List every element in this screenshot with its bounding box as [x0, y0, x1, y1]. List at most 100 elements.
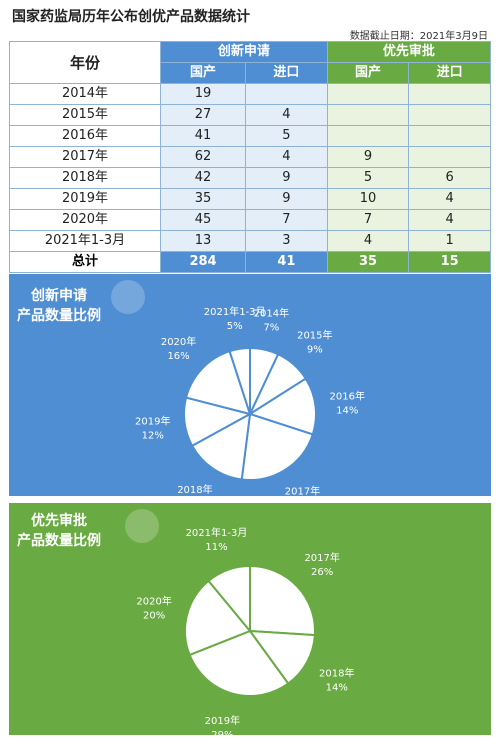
pie-category-label: 2018年: [319, 667, 354, 680]
innovation-pie-chart: 2014年7%2015年9%2016年14%2017年22%2018年15%20…: [135, 305, 365, 496]
cell-innovation-domestic: 41: [159, 125, 247, 147]
pie-category-label: 2020年: [161, 335, 196, 348]
table-row: 2015年 27 4: [9, 104, 491, 126]
row-year: 2020年: [9, 209, 161, 231]
pie-category-label: 2017年: [304, 551, 339, 564]
pie-percent-label: 16%: [167, 351, 189, 362]
pie-percent-label: 11%: [205, 542, 227, 553]
priority-chart-title: 优先审批 产品数量比例: [17, 513, 101, 549]
cell-innovation-domestic: 62: [159, 146, 247, 168]
cell-innovation-domestic: 27: [159, 104, 247, 126]
pie-percent-label: 29%: [211, 730, 233, 735]
header-innovation-import: 进口: [245, 62, 328, 84]
cell-innovation-import: 5: [245, 125, 328, 147]
header-priority: 优先审批: [326, 41, 492, 63]
pie-category-label: 2014年: [254, 306, 289, 319]
header-year: 年份: [9, 41, 161, 84]
pie-category-label: 2021年1-3月: [186, 526, 248, 539]
table-row: 2017年 62 4 9: [9, 146, 491, 168]
table-row: 2021年1-3月 13 3 4 1: [9, 230, 491, 252]
header-priority-domestic: 国产: [326, 62, 410, 84]
pie-slice: [249, 564, 316, 637]
table-row: 2019年 35 9 10 4: [9, 188, 491, 210]
cell-priority-import: [408, 125, 491, 147]
pie-category-label: 2015年: [297, 328, 332, 341]
total-innovation-import: 41: [245, 251, 328, 273]
pie-slice: [190, 412, 252, 481]
pie-slice: [184, 579, 252, 657]
table-row: 2014年 19: [9, 83, 491, 105]
total-priority-domestic: 35: [326, 251, 410, 273]
table-row: 2018年 42 9 5 6: [9, 167, 491, 189]
pie-percent-label: 7%: [263, 322, 279, 333]
cell-priority-import: [408, 104, 491, 126]
pie-category-label: 2020年: [136, 594, 171, 607]
total-priority-import: 15: [408, 251, 491, 273]
row-year: 2015年: [9, 104, 161, 126]
pie-category-label: 2019年: [135, 414, 170, 427]
cell-innovation-domestic: 13: [159, 230, 247, 252]
cell-priority-import: 6: [408, 167, 491, 189]
row-year: 2019年: [9, 188, 161, 210]
innovation-chart-panel: 创新申请 产品数量比例 2014年 7% 2015年 9% 2016年 14% 2017年 2…: [9, 274, 491, 496]
table-row: 2016年 41 5: [9, 125, 491, 147]
cell-innovation-import: 3: [245, 230, 328, 252]
cell-priority-domestic: 5: [326, 167, 410, 189]
pie-category-label: 2017年: [285, 485, 320, 496]
cell-innovation-domestic: 19: [159, 83, 247, 105]
pie-slice: [240, 412, 315, 481]
cell-priority-import: [408, 83, 491, 105]
pie-percent-label: 14%: [326, 683, 348, 694]
pie-slice: [247, 377, 317, 436]
cell-innovation-domestic: 42: [159, 167, 247, 189]
pie-category-label: 2018年: [177, 483, 212, 496]
data-cutoff-date: 数据截止日期：2021年3月9日: [349, 31, 488, 42]
innovation-chart-title: 创新申请 产品数量比例: [17, 288, 101, 324]
row-year: 2021年1-3月: [9, 230, 161, 252]
cell-innovation-domestic: 45: [159, 209, 247, 231]
cell-innovation-import: 7: [245, 209, 328, 231]
pie-category-label: 2016年: [330, 390, 365, 403]
cell-priority-domestic: [326, 125, 410, 147]
leaf-logo-icon: [111, 280, 145, 314]
pie-slice: [247, 629, 316, 685]
cell-innovation-import: [245, 83, 328, 105]
cell-priority-import: 4: [408, 188, 491, 210]
cell-priority-domestic: 7: [326, 209, 410, 231]
pie-slice: [207, 564, 251, 634]
cell-priority-domestic: [326, 104, 410, 126]
pie-percent-label: 20%: [143, 610, 165, 621]
table-row: 2020年 45 7 7 4: [9, 209, 491, 231]
cell-innovation-domestic: 35: [159, 188, 247, 210]
priority-pie-chart: 2017年 26% 2018年 14% 2019年 29% 2020年 20% 2021年1-3…: [136, 526, 354, 735]
cell-priority-import: 1: [408, 230, 491, 252]
row-year: 2016年: [9, 125, 161, 147]
total-innovation-domestic: 284: [159, 251, 247, 273]
cell-priority-domestic: [326, 83, 410, 105]
pie-category-label: 2019年: [205, 714, 240, 727]
total-label: 总计: [9, 251, 161, 273]
header-priority-import: 进口: [408, 62, 491, 84]
pie-percent-label: 26%: [311, 567, 333, 578]
header-innovation: 创新申请: [160, 41, 328, 63]
cell-priority-domestic: 10: [326, 188, 410, 210]
pie-percent-label: 14%: [336, 406, 358, 417]
cell-priority-import: [408, 146, 491, 168]
cell-priority-domestic: 9: [326, 146, 410, 168]
row-year: 2014年: [9, 83, 161, 105]
row-year: 2018年: [9, 167, 161, 189]
pie-percent-label: 12%: [142, 430, 164, 441]
cell-priority-domestic: 4: [326, 230, 410, 252]
pie-percent-label: 9%: [307, 344, 323, 355]
page-title: 国家药监局历年公布创优产品数据统计: [12, 9, 250, 25]
priority-chart-panel: 优先审批 产品数量比例 2017年 26% 2018年 14% 2019年 29% 2020…: [9, 503, 491, 735]
header-innovation-domestic: 国产: [159, 62, 247, 84]
cell-innovation-import: 4: [245, 146, 328, 168]
row-year: 2017年: [9, 146, 161, 168]
cell-innovation-import: 9: [245, 188, 328, 210]
pie-percent-label: 5%: [227, 321, 243, 332]
cell-innovation-import: 9: [245, 167, 328, 189]
cell-innovation-import: 4: [245, 104, 328, 126]
leaf-logo-icon: [125, 509, 159, 543]
stats-table: 年份 创新申请 优先审批 国产 进口 国产 进口 2014年 19 2015年 …: [9, 41, 492, 273]
